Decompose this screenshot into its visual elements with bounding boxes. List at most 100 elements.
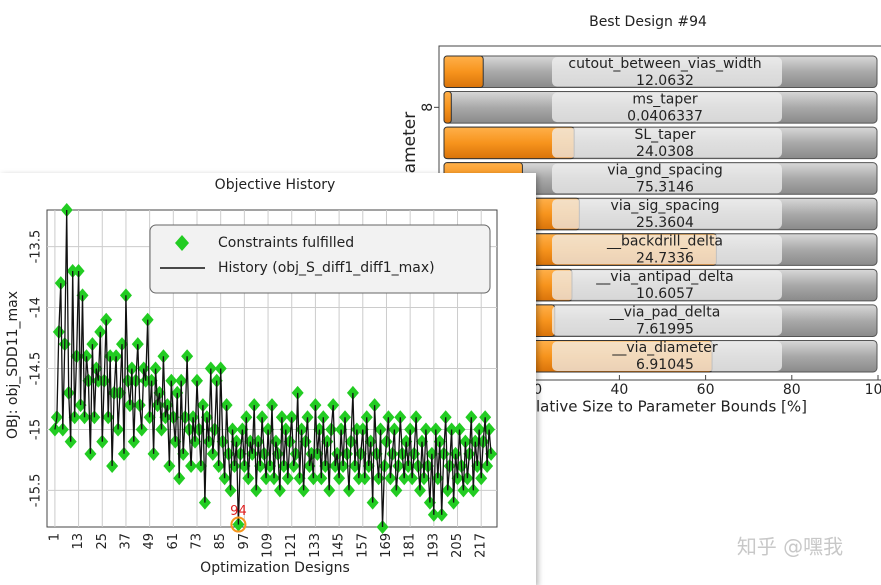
bar — [443, 91, 452, 124]
parameter-name: SL_taper — [634, 127, 695, 143]
x-tick-label: 169 — [379, 533, 394, 558]
parameter-value: 24.7336 — [636, 251, 694, 267]
marker — [358, 471, 371, 486]
marker — [360, 410, 373, 425]
x-tick-label: 157 — [355, 533, 370, 558]
marker — [256, 410, 269, 425]
marker — [163, 459, 176, 474]
x-tick-label: 193 — [426, 533, 441, 558]
y-tick-label: 8 — [420, 103, 436, 112]
label-box — [552, 234, 782, 265]
x-tick-label: 49 — [142, 533, 157, 550]
parameter-value: 75.3146 — [636, 179, 694, 195]
marker — [242, 471, 255, 486]
parameter-name: via_gnd_spacing — [607, 162, 723, 178]
parameter-name: __via_diameter — [611, 340, 717, 356]
marker — [309, 398, 322, 413]
y-tick-label: -13.5 — [29, 230, 44, 264]
x-tick-label: 37 — [118, 533, 133, 550]
legend-label: History (obj_S_diff1_diff1_max) — [218, 260, 435, 276]
legend-marker — [175, 235, 189, 251]
parameter-value: 25.3604 — [636, 215, 694, 231]
parameter-value: 12.0632 — [636, 73, 694, 89]
marker — [72, 263, 85, 278]
history-line — [54, 209, 492, 528]
parameter-value: 10.6057 — [636, 286, 694, 302]
x-tick-label: 73 — [190, 533, 205, 550]
x-tick-label: 145 — [332, 533, 347, 558]
x-tick-label: 181 — [403, 533, 418, 558]
marker — [240, 410, 253, 425]
marker — [117, 446, 130, 461]
marker — [266, 398, 278, 413]
y-tick-label: -15 — [29, 419, 44, 440]
marker — [185, 459, 198, 474]
label-box — [552, 341, 782, 371]
x-tick-label: 1 — [47, 533, 62, 541]
marker — [226, 422, 239, 437]
marker — [473, 422, 486, 437]
marker — [106, 459, 119, 474]
marker — [206, 446, 219, 461]
marker — [467, 483, 480, 498]
x-tick-label: 40 — [610, 382, 628, 398]
x-tick-label: 97 — [237, 533, 252, 550]
label-box — [552, 305, 782, 336]
best-highlight — [230, 516, 247, 533]
y-tick-label: -14.5 — [29, 352, 44, 386]
label-box — [552, 270, 782, 300]
parameter-name: cutout_between_vias_width — [568, 56, 761, 72]
objective-history-chart: Objective History -13.5 -14 -14.5 -15 -15.5 1 1… — [5, 177, 498, 576]
x-axis-label: Optimization Designs — [200, 560, 350, 576]
label-box — [552, 57, 782, 87]
marker — [267, 471, 280, 486]
x-tick-label: 13 — [71, 533, 86, 550]
y-tick-label: -15.5 — [29, 474, 44, 508]
marker — [404, 422, 417, 437]
parameter-value: 0.0406337 — [627, 108, 703, 124]
marker — [388, 422, 401, 437]
marker — [481, 459, 494, 474]
x-tick-label: 61 — [166, 533, 181, 550]
marker — [368, 398, 381, 413]
x-tick-label: 205 — [450, 533, 465, 558]
marker — [147, 446, 160, 461]
x-tick-label: 25 — [95, 533, 110, 550]
marker — [198, 495, 211, 510]
marker — [439, 410, 452, 425]
marker — [429, 422, 442, 437]
label-box — [552, 163, 782, 194]
marker — [54, 276, 67, 291]
parameter-value: 6.91045 — [636, 357, 694, 373]
marker — [465, 410, 478, 425]
bar — [443, 55, 484, 89]
label-box — [552, 128, 782, 158]
marker — [218, 471, 231, 486]
watermark: 知乎 @嘿我 — [737, 535, 843, 559]
legend-box — [149, 224, 491, 294]
legend-label: Constraints fulfilled — [218, 235, 354, 251]
x-tick-label: 121 — [284, 533, 299, 558]
y-tick-label: -14 — [29, 297, 44, 318]
marker — [459, 434, 472, 449]
marker — [196, 398, 209, 413]
x-axis-label: Relative Size to Parameter Bounds [%] — [517, 398, 807, 416]
parameter-name: ms_taper — [632, 91, 698, 107]
x-tick-label: 80 — [783, 382, 801, 398]
marker — [220, 398, 233, 413]
parameter-value: 24.0308 — [636, 144, 694, 160]
label-box — [552, 92, 782, 123]
marker — [315, 471, 328, 486]
marker — [453, 422, 466, 437]
x-tick-label: 109 — [261, 533, 276, 558]
marker — [250, 483, 263, 498]
y-axis-label: OBJ: obj_SDD11_max — [5, 291, 21, 439]
chart-title: Objective History — [215, 177, 336, 193]
parameter-name: __via_pad_delta — [609, 305, 721, 321]
marker — [374, 422, 387, 437]
marker — [84, 446, 97, 461]
marker — [317, 410, 330, 425]
x-tick-label: 60 — [697, 382, 715, 398]
chart-title: Best Design #94 — [589, 14, 707, 30]
